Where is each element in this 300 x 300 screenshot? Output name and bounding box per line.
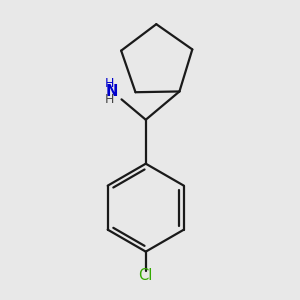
Text: H: H xyxy=(104,93,114,106)
Text: H: H xyxy=(104,77,114,90)
Text: N: N xyxy=(106,84,118,99)
Text: Cl: Cl xyxy=(139,268,153,283)
